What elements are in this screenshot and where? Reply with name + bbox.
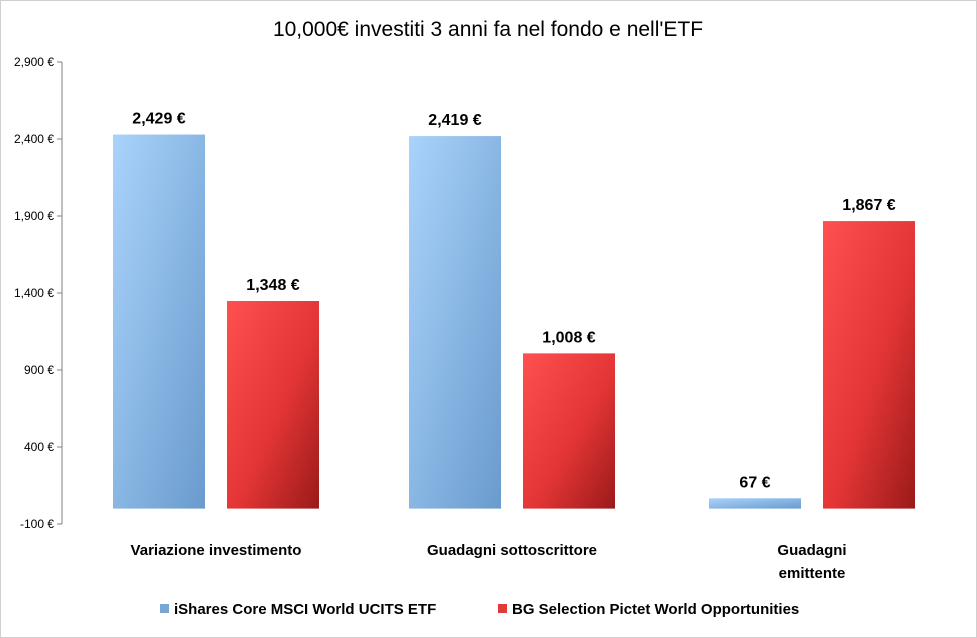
y-tick-label: 400 € — [24, 440, 54, 454]
data-label: 1,867 € — [842, 197, 895, 214]
data-label: 2,429 € — [132, 111, 185, 128]
legend-swatch — [498, 604, 507, 613]
y-tick-label: -100 € — [20, 517, 54, 531]
y-tick-label: 1,400 € — [14, 286, 54, 300]
category-label: Variazione investimento — [131, 542, 302, 559]
bars — [113, 134, 915, 509]
bar-series2-cat1 — [227, 301, 319, 509]
category-label: Guadagni — [777, 542, 846, 559]
y-axis: -100 € 400 € 900 € 1,400 € 1,900 € 2,400 € 2,9… — [14, 55, 62, 531]
bar-series1-cat3 — [709, 498, 801, 509]
legend-label: iShares Core MSCI World UCITS ETF — [174, 601, 436, 618]
y-tick-label: 900 € — [24, 363, 54, 377]
category-label: emittente — [779, 565, 846, 582]
legend-swatch — [160, 604, 169, 613]
data-label: 1,008 € — [542, 329, 595, 346]
category-labels: Variazione investimento Guadagni sottoscr… — [131, 542, 847, 582]
data-labels: 2,429 € 2,419 € 67 € 1,348 € 1,008 € 1,867 € — [132, 111, 895, 492]
data-label: 2,419 € — [428, 112, 481, 129]
y-tick-label: 2,400 € — [14, 132, 54, 146]
bar-series1-cat1 — [113, 134, 205, 509]
bar-series1-cat2 — [409, 136, 501, 509]
data-label: 1,348 € — [246, 277, 299, 294]
y-tick-label: 1,900 € — [14, 209, 54, 223]
data-label: 67 € — [739, 474, 770, 491]
category-label: Guadagni sottoscrittore — [427, 542, 597, 559]
legend: iShares Core MSCI World UCITS ETF BG Sele… — [160, 601, 799, 618]
bar-series2-cat3 — [823, 221, 915, 509]
bar-series2-cat2 — [523, 353, 615, 509]
chart-title: 10,000€ investiti 3 anni fa nel fondo e … — [273, 18, 703, 41]
legend-label: BG Selection Pictet World Opportunities — [512, 601, 799, 618]
y-tick-label: 2,900 € — [14, 55, 54, 69]
